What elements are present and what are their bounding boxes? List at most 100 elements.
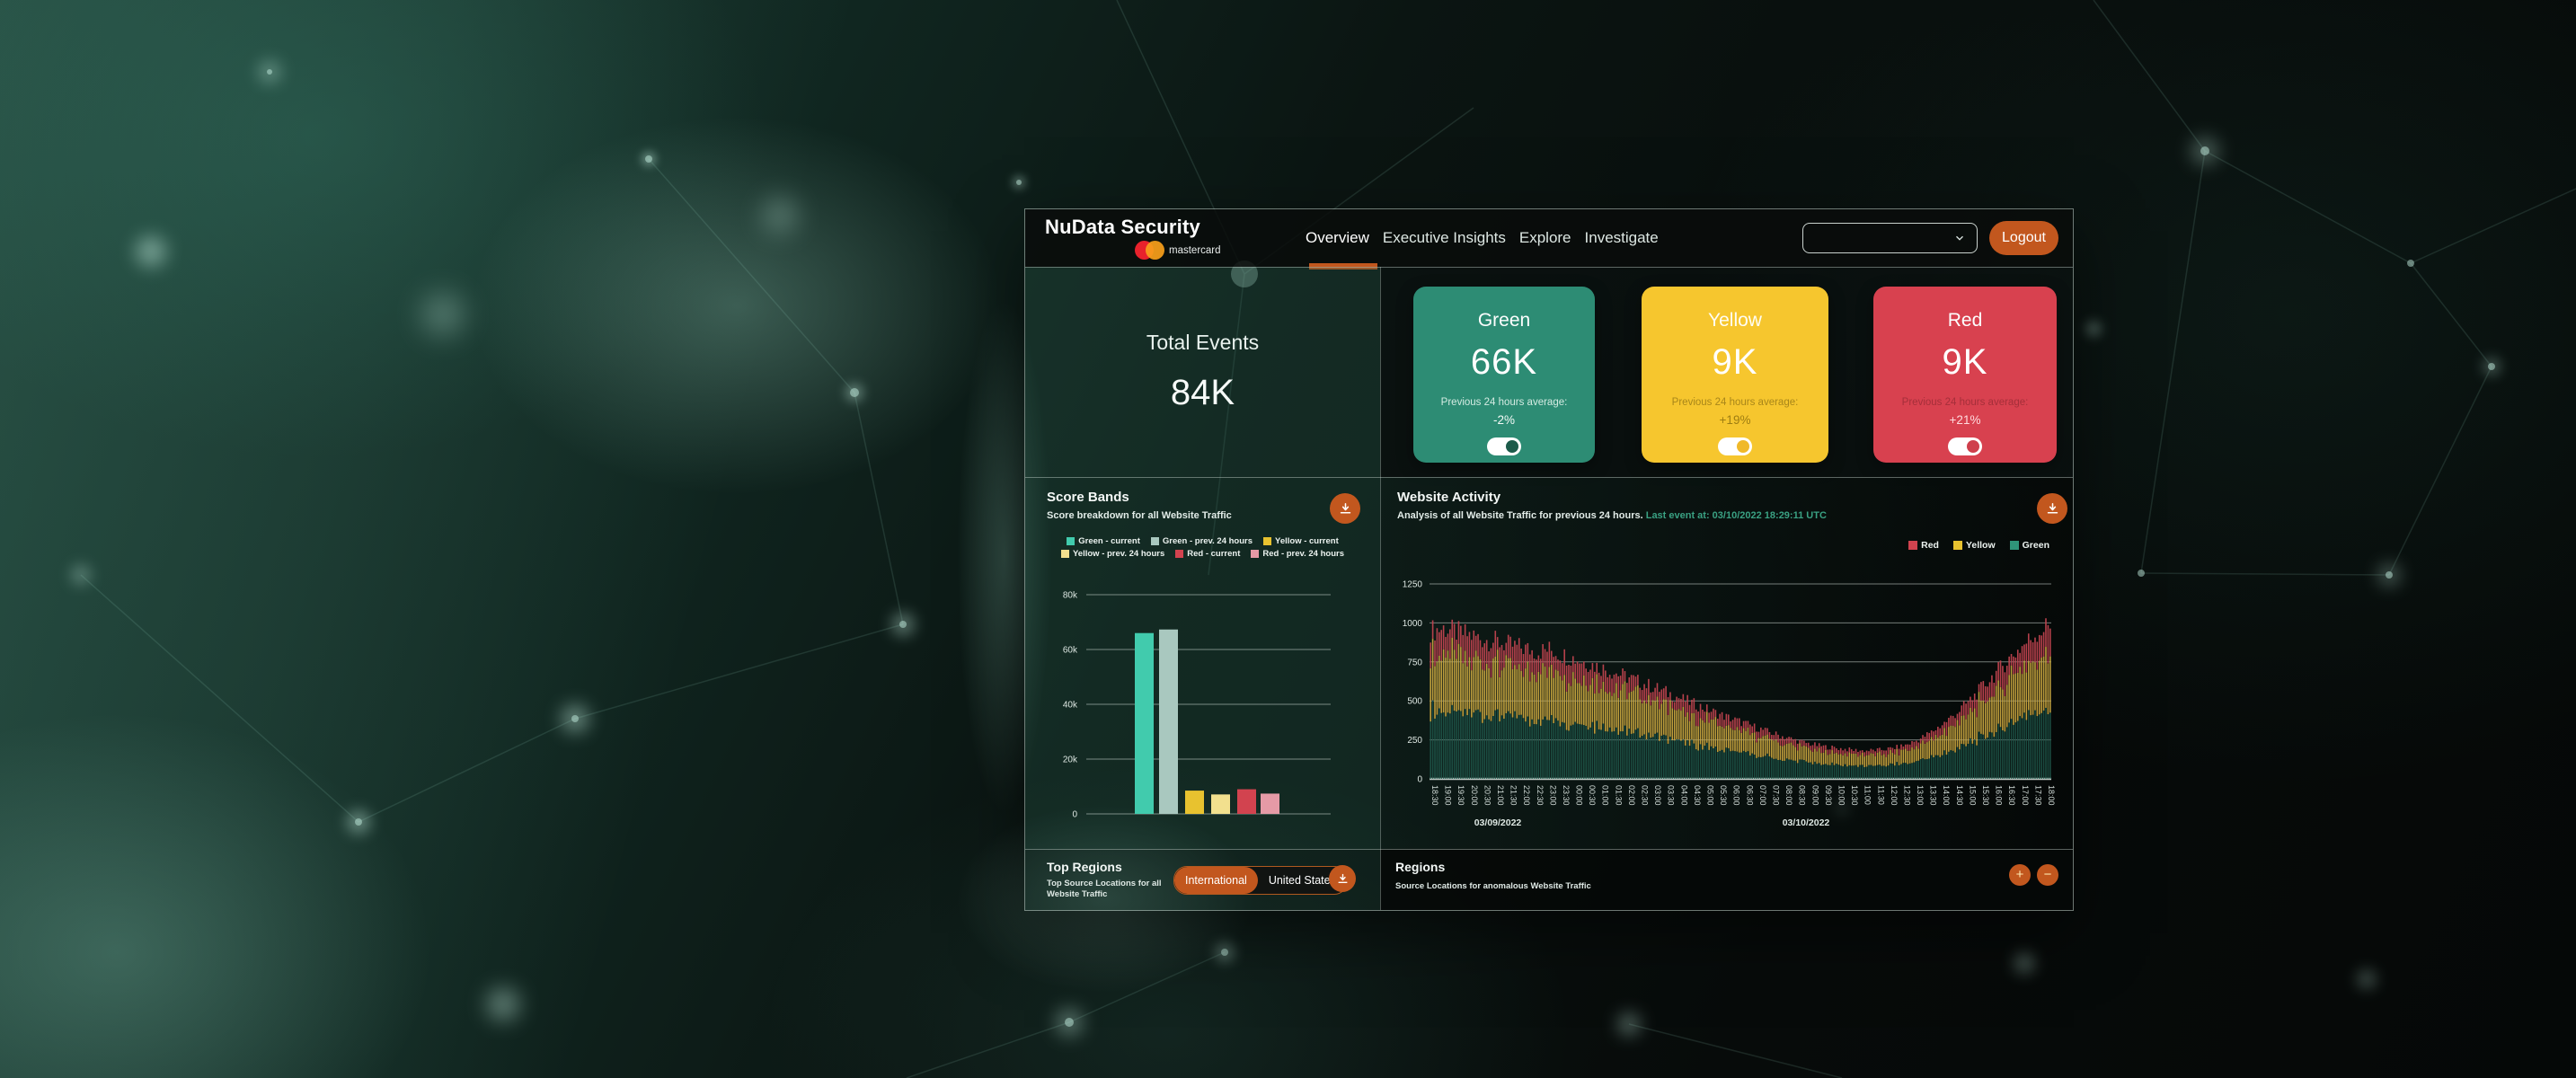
legend-swatch-icon	[1067, 537, 1076, 545]
download-icon	[1337, 873, 1348, 883]
top-regions-panel: Top Regions Top Source Locations for all…	[1025, 849, 1380, 910]
glow-dot	[2085, 321, 2102, 337]
x-axis-label: 05:30	[1719, 785, 1728, 806]
x-axis-label: 19:00	[1444, 785, 1453, 806]
y-axis-label: 80k	[1063, 591, 1078, 601]
legend-item[interactable]: Green - prev. 24 hours	[1150, 536, 1253, 546]
logout-button[interactable]: Logout	[1989, 221, 2058, 255]
website-activity-download-button[interactable]	[2037, 493, 2067, 524]
toggle-knob	[1967, 440, 1979, 453]
legend-label: Green - prev. 24 hours	[1162, 536, 1253, 546]
x-axis-label: 09:30	[1824, 785, 1833, 806]
y-axis-label: 60k	[1063, 646, 1078, 656]
top-regions-download-button[interactable]	[1329, 865, 1356, 892]
legend-item[interactable]: Green - current	[1067, 536, 1140, 546]
x-axis-label: 22:30	[1536, 785, 1545, 806]
glow-dot	[2357, 969, 2377, 989]
card-avg-label: Previous 24 hours average:	[1671, 397, 1799, 408]
card-red-toggle[interactable]	[1948, 437, 1982, 455]
card-red: Red 9K Previous 24 hours average: +21%	[1873, 287, 2057, 463]
card-title: Yellow	[1708, 310, 1762, 331]
x-axis-label: 21:00	[1496, 785, 1505, 806]
charts-row: Score Bands Score breakdown for all Webs…	[1025, 477, 2073, 849]
y-axis-label: 20k	[1063, 755, 1078, 765]
x-axis-label: 09:00	[1810, 785, 1819, 806]
x-axis-label: 15:00	[1968, 785, 1977, 806]
card-avg-label: Previous 24 hours average:	[1440, 397, 1568, 408]
legend-label: Red	[1921, 540, 1939, 551]
legend-label: Red - prev. 24 hours	[1262, 549, 1344, 559]
score-bands-download-button[interactable]	[1330, 493, 1360, 524]
legend-item[interactable]: Yellow - current	[1263, 536, 1339, 546]
x-axis-label: 10:30	[1850, 785, 1859, 806]
website-activity-subtitle: Analysis of all Website Traffic for prev…	[1397, 510, 1827, 521]
legend-item[interactable]: Green	[2009, 540, 2049, 551]
legend-swatch-icon	[1060, 550, 1069, 558]
plus-icon: +	[2015, 867, 2024, 882]
score-bands-legend: Green - current Green - prev. 24 hours Yel…	[1025, 536, 1380, 559]
divider	[1025, 267, 2073, 268]
x-axis-label: 00:00	[1575, 785, 1584, 806]
legend-item[interactable]: Yellow - prev. 24 hours	[1060, 549, 1165, 559]
regions-subtitle: Source Locations for anomalous Website T…	[1395, 881, 1591, 891]
bar-yellow-prev-24-hours	[1211, 794, 1230, 814]
brand-name: NuData Security	[1045, 216, 1200, 238]
legend-item[interactable]: Red	[1908, 540, 1939, 551]
card-yellow-toggle[interactable]	[1718, 437, 1752, 455]
bar-red-prev-24-hours	[1261, 793, 1279, 814]
legend-row: Yellow - prev. 24 hours Red - current Red …	[1060, 549, 1344, 559]
time-range-select[interactable]	[1802, 223, 1978, 253]
x-axis-label: 03:30	[1667, 785, 1676, 806]
x-axis-label: 14:00	[1942, 785, 1951, 806]
card-title: Green	[1477, 310, 1531, 331]
nav-item-overview[interactable]: Overview	[1306, 229, 1369, 246]
subtitle-text: Analysis of all Website Traffic for prev…	[1397, 510, 1643, 521]
y-axis-label: 500	[1407, 697, 1422, 707]
nav-item-executive-insights[interactable]: Executive Insights	[1382, 229, 1506, 246]
nav-item-investigate[interactable]: Investigate	[1584, 229, 1659, 246]
legend-item[interactable]: Yellow	[1952, 540, 1996, 551]
x-axis-label: 17:30	[2033, 785, 2042, 806]
x-axis-label: 13:00	[1916, 785, 1925, 806]
card-green-toggle[interactable]	[1487, 437, 1521, 455]
x-axis-label: 18:00	[2047, 785, 2056, 806]
legend-item[interactable]: Red - prev. 24 hours	[1251, 549, 1344, 559]
score-bands-title: Score Bands	[1047, 490, 1129, 505]
last-event-timestamp: Last event at: 03/10/2022 18:29:11 UTC	[1645, 510, 1827, 521]
x-axis-label: 11:30	[1876, 785, 1885, 805]
nudata-dashboard: NuData Security mastercard Overview Exec…	[1024, 208, 2074, 911]
nav-item-explore[interactable]: Explore	[1518, 229, 1571, 246]
download-icon	[1340, 502, 1350, 514]
divider	[1380, 267, 1381, 910]
summary-row: Total Events 84K Green 66K Previous 24 h…	[1025, 267, 2073, 477]
bar-green-prev-24-hours	[1159, 629, 1178, 814]
x-axis-label: 22:00	[1522, 785, 1531, 806]
y-axis-label: 0	[1417, 775, 1422, 785]
y-axis-label: 1000	[1403, 619, 1423, 629]
top-regions-subtitle: Top Source Locations for all Website Tra…	[1047, 879, 1162, 899]
x-axis-label: 08:30	[1798, 785, 1807, 806]
toggle-option-international[interactable]: International	[1174, 867, 1258, 894]
zoom-in-button[interactable]: +	[2009, 864, 2031, 886]
x-axis-label: 23:30	[1562, 785, 1571, 806]
legend-label: Yellow - prev. 24 hours	[1072, 549, 1165, 559]
legend-item[interactable]: Red - current	[1175, 549, 1240, 559]
mastercard-row: mastercard	[1135, 241, 1221, 260]
top-regions-title: Top Regions	[1047, 860, 1122, 874]
card-avg-value: +19%	[1719, 413, 1751, 427]
y-axis-label: 40k	[1063, 701, 1078, 711]
toggle-option-united-states[interactable]: United States	[1268, 874, 1336, 887]
zoom-out-button[interactable]: −	[2037, 864, 2058, 886]
glow-dot	[71, 565, 91, 585]
legend-swatch-icon	[1952, 541, 1962, 550]
glow-dot	[136, 236, 166, 267]
legend-label: Green	[2022, 540, 2049, 551]
website-activity-panel: Website Activity Analysis of all Website…	[1380, 477, 2073, 849]
glow-dot	[422, 294, 464, 335]
x-axis-date-label: 03/09/2022	[1474, 817, 1522, 828]
bar-red-current	[1237, 789, 1256, 814]
x-axis-label: 05:00	[1706, 785, 1715, 806]
active-tab-underline	[1309, 263, 1377, 270]
